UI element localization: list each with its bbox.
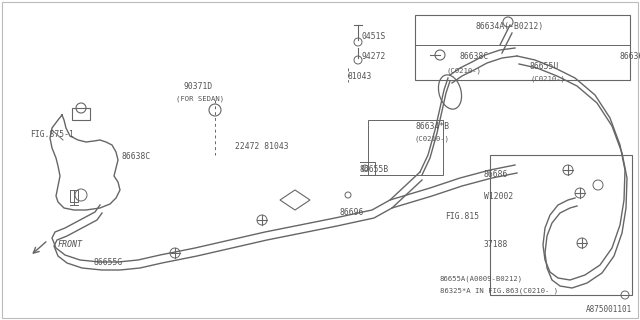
Text: 86638C: 86638C — [122, 152, 151, 161]
Text: 94272: 94272 — [362, 52, 387, 61]
Text: 86325*A IN FIG.863(C0210- ): 86325*A IN FIG.863(C0210- ) — [440, 287, 558, 293]
Text: FIG.815: FIG.815 — [445, 212, 479, 221]
Text: 86634A(-B0212): 86634A(-B0212) — [476, 22, 544, 31]
Text: 86655B: 86655B — [360, 165, 389, 174]
Text: A875001101: A875001101 — [586, 305, 632, 314]
Text: 81043: 81043 — [348, 72, 372, 81]
Text: (C0210-): (C0210-) — [530, 76, 565, 83]
Text: 22472 81043: 22472 81043 — [235, 142, 289, 151]
Text: 86655G: 86655G — [94, 258, 124, 267]
Text: 86655A(A0009-B0212): 86655A(A0009-B0212) — [440, 275, 523, 282]
Bar — [368, 120, 443, 175]
Bar — [415, 15, 630, 80]
Text: W12002: W12002 — [484, 192, 513, 201]
Text: (C0210-): (C0210-) — [447, 67, 482, 74]
Text: 37188: 37188 — [484, 240, 508, 249]
Text: FRONT: FRONT — [58, 240, 83, 249]
Text: 86655U: 86655U — [530, 62, 559, 71]
Text: 90371D: 90371D — [183, 82, 212, 91]
Text: 86686: 86686 — [484, 170, 508, 179]
Text: 86634*B: 86634*B — [415, 122, 449, 131]
Bar — [72, 108, 90, 120]
Bar — [490, 155, 632, 295]
Text: (FOR SEDAN): (FOR SEDAN) — [176, 95, 224, 101]
Text: 86636C: 86636C — [620, 52, 640, 61]
Text: 86638C: 86638C — [460, 52, 489, 61]
Text: 86696: 86696 — [340, 208, 364, 217]
Text: (C0210-): (C0210-) — [415, 136, 450, 142]
Text: FIG.875-1: FIG.875-1 — [30, 130, 74, 139]
Text: 0451S: 0451S — [362, 32, 387, 41]
